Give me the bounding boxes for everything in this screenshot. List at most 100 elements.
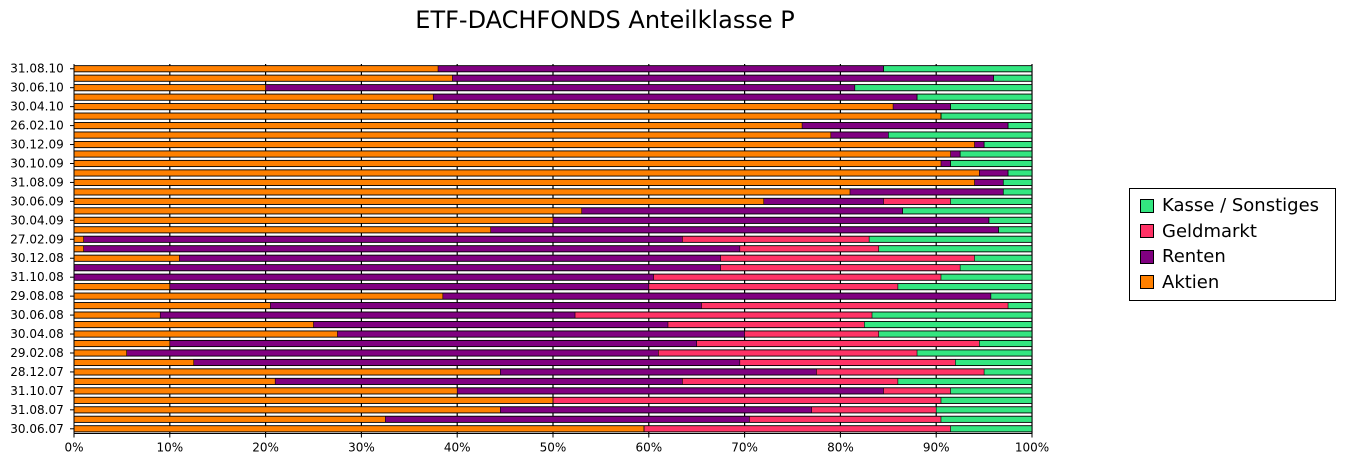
bar-segment [950,103,1032,110]
bar-segment [940,416,1032,423]
bar-segment [337,330,745,338]
y-tick-label: 30.10.09 [10,156,63,170]
legend-item: Renten [1130,244,1335,270]
y-tick-label: 30.04.10 [10,100,63,114]
bar-segment [74,368,501,376]
bar-segment [74,217,553,224]
y-tick-label: 26.02.10 [10,119,63,133]
bar-segment [902,207,1032,214]
bar-segment [653,274,941,281]
bar-segment [74,425,645,432]
bar-segment [179,255,721,262]
bar-segment [988,217,1032,224]
bar-segment [575,311,873,319]
bar-segment [500,406,812,413]
bar-segment [74,387,458,394]
x-tick-label: 10% [156,441,183,455]
bar-segment [74,198,764,205]
bar-segment [974,255,1032,262]
bar-segment [74,179,975,186]
bar-segment [74,340,170,347]
bar-segment [83,245,740,252]
bar-segment [74,75,453,82]
bar-segment [897,378,1032,385]
bar-segment [811,406,937,413]
y-tick-label: 31.10.08 [10,270,63,284]
y-tick-label: 31.08.07 [10,403,63,417]
y-tick-label: 30.06.10 [10,81,63,95]
bar-segment [74,359,194,366]
bar-segment [720,264,961,271]
bar-segment [644,425,951,432]
bar-segment [74,406,501,413]
y-tick-label: 30.06.07 [10,422,63,436]
bar-segment [849,188,1004,196]
bar-segment [696,340,980,347]
legend: Kasse / Sonstiges Geldmarkt Renten Aktien [1129,188,1336,301]
bar-segment [1003,179,1032,186]
bar-segment [74,226,491,233]
bar-segment [830,131,889,139]
bar-segment [74,349,127,357]
bar-segment [74,293,443,300]
bar-segment [720,255,975,262]
bar-segment [74,302,271,309]
y-tick-label: 27.02.09 [10,232,63,246]
y-tick-label: 29.02.08 [10,346,63,360]
y-tick-label: 30.12.08 [10,251,63,265]
bar-segment [74,122,803,129]
bar-segment [74,131,831,139]
bar-segment [74,160,941,167]
bar-segment [74,255,180,262]
bar-segment [979,340,1032,347]
bar-segment [553,397,941,404]
bar-segment [74,141,975,148]
legend-label: Renten [1162,246,1226,268]
legend-item: Geldmarkt [1130,219,1335,245]
y-tick-label: 31.08.10 [10,62,63,76]
bar-segment [883,387,951,394]
bar-segment [682,378,898,385]
bar-segment [658,349,918,357]
y-tick-label: 30.12.09 [10,138,63,152]
bar-segment [74,274,654,281]
legend-swatch [1140,249,1154,264]
bar-segment [744,330,879,338]
bar-segment [816,368,985,376]
bar-segment [682,236,870,243]
bar-segment [897,283,1032,290]
bar-segment [74,65,439,72]
bar-segment [974,141,985,148]
bar-segment [74,169,980,177]
bar-segment [950,198,1032,205]
bar-segment [917,349,1032,357]
bar-segment [883,65,1032,72]
bar-segment [864,321,1032,328]
legend-swatch [1140,224,1154,239]
bar-segment [869,236,1032,243]
bar-segment [500,368,817,376]
bar-segment [581,207,903,214]
legend-label: Geldmarkt [1162,220,1257,242]
bar-segment [74,330,338,338]
bar-segment [888,131,1032,139]
bar-segment [74,264,721,271]
bar-segment [83,236,683,243]
x-tick-label: 50% [540,441,567,455]
bar-segment [878,330,1032,338]
bar-segment [763,198,884,205]
bar-segment [126,349,659,357]
bar-segment [74,416,386,423]
bar-segment [883,198,951,205]
legend-item: Kasse / Sonstiges [1130,193,1335,219]
bar-segment [893,103,951,110]
bar-segment [457,387,884,394]
bar-segment [739,245,879,252]
bar-segment [802,122,1009,129]
bar-segment [169,283,649,290]
bar-segment [74,378,276,385]
bar-segment [265,84,855,91]
bar-segment [160,311,576,319]
bar-segment [74,113,941,120]
